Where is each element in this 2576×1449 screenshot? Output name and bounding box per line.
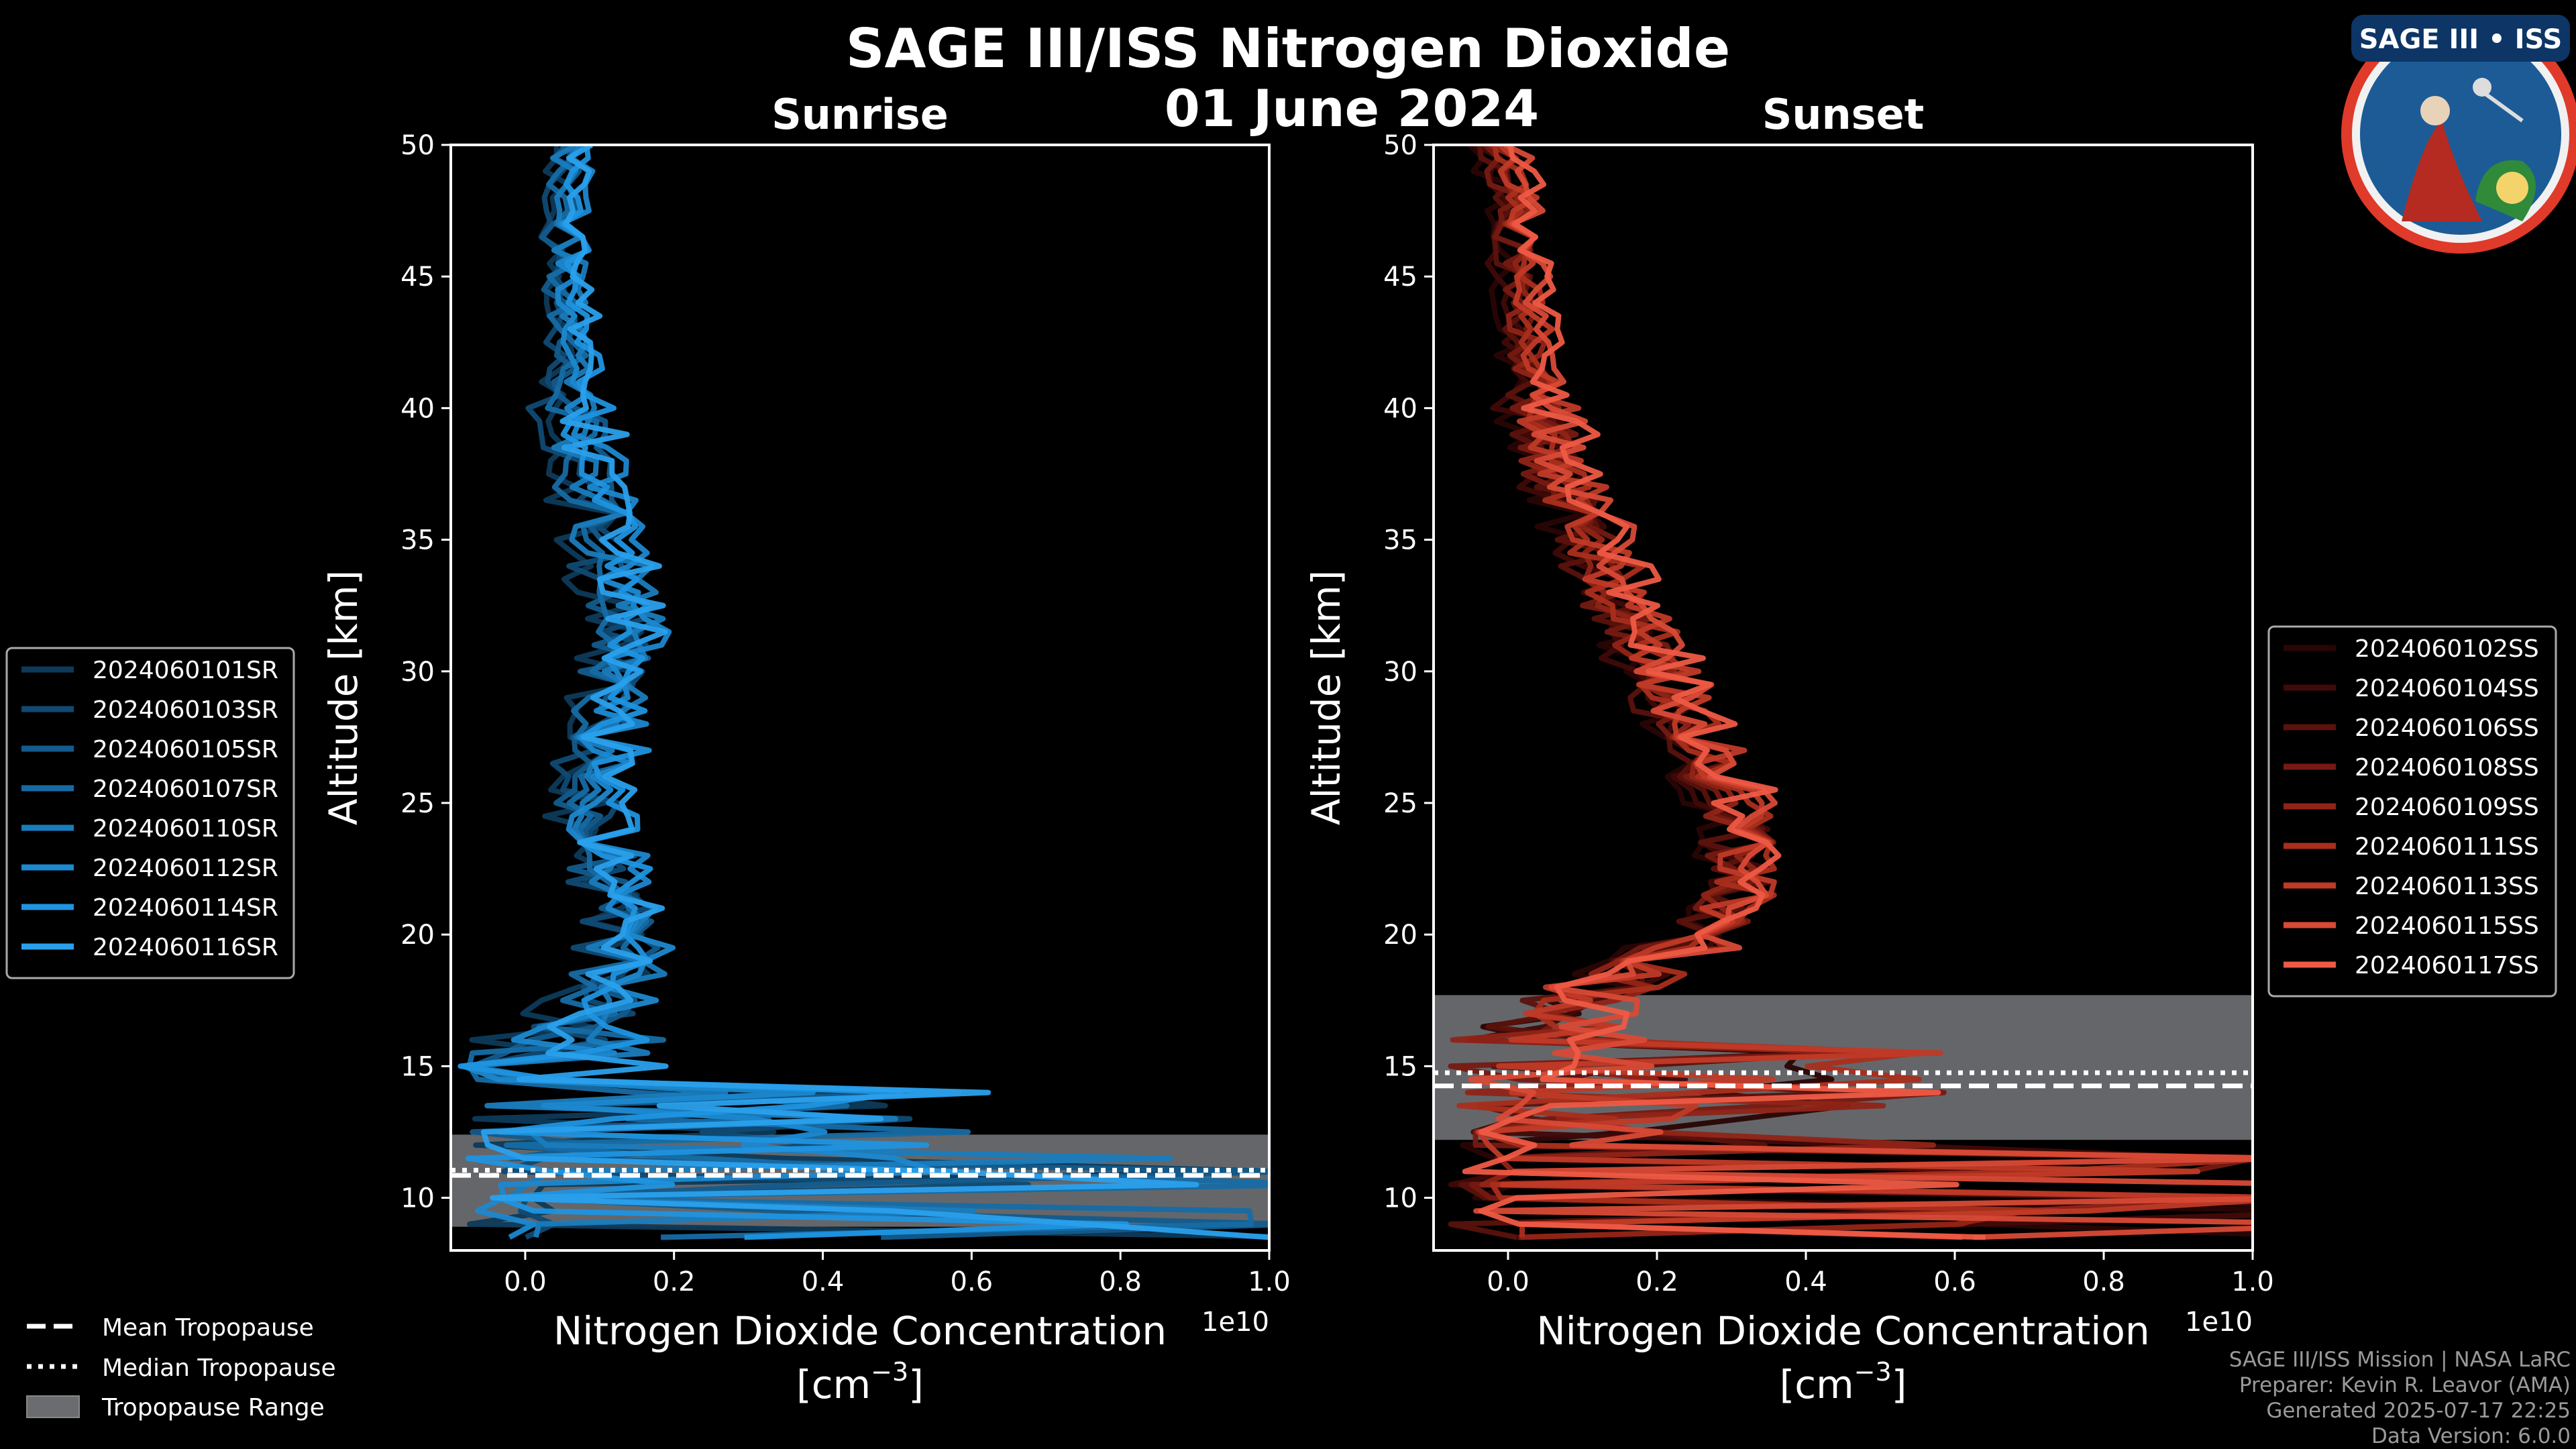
figure-date: 01 June 2024 [1165,78,1539,138]
patch-banner [2351,15,2570,62]
mission-patch-icon: SAGE III • ISS [2341,15,2576,254]
profile-2024060115SS [1468,145,2253,1240]
y-tick-label: 15 [1383,1051,1417,1082]
x-tick-label: 0.2 [1635,1267,1678,1297]
legend-entry: 2024060108SS [2355,754,2539,782]
patch-figure-head [2420,96,2450,125]
legend-entry: 2024060114SR [93,894,278,922]
patch-sun [2496,172,2528,204]
y-tick-label: 25 [400,788,435,819]
plot-frame [449,144,1271,1252]
panel-title: Sunset [1762,90,1925,139]
mean-tropopause-label: Mean Tropopause [102,1314,314,1342]
credit-preparer: Preparer: Kevin R. Leavor (AMA) [2239,1373,2571,1397]
x-axis-unit: [cm−3] [1780,1357,1907,1407]
plot-frame [1432,144,2254,1252]
legend-entry: 2024060103SR [93,696,278,724]
x-axis-unit-close: ] [1892,1362,1907,1407]
legend-entry: 2024060117SS [2355,952,2539,979]
x-tick-label: 0.0 [1487,1267,1529,1297]
y-tick-label: 10 [400,1183,435,1214]
credit-data-version: Data Version: 6.0.0 [2371,1424,2571,1448]
x-tick-label: 1.0 [1248,1267,1291,1297]
y-axis-label: Altitude [km] [1303,570,1349,825]
x-tick-label: 0.4 [802,1267,845,1297]
profile-2024060116SR [480,145,1269,1240]
x-axis-unit-exponent: −3 [871,1357,908,1387]
y-tick-label: 40 [400,393,435,424]
chart-panels: 10 15 20 25 30 35 40 45 50 0.0 0.2 0.4 0.6 0.8 1.0 1e10… [5,90,2557,1407]
x-axis-label: Nitrogen Dioxide Concentration [1536,1308,2149,1354]
credit-generated: Generated 2025-07-17 22:25 [2266,1399,2571,1423]
legend-frame [2267,625,2557,998]
series-legend: 2024060102SS 2024060104SS 2024060106SS 2024… [2267,625,2557,998]
x-tick-label: 0.2 [653,1267,696,1297]
profile-2024060113SS [1476,145,2253,1240]
panel-title: Sunrise [771,90,949,139]
legend-entry: 2024060112SR [93,855,278,882]
y-axis-label: Altitude [km] [321,570,366,825]
series-legend: 2024060101SR 2024060103SR 2024060105SR 2024… [5,647,295,979]
figure-title: SAGE III/ISS Nitrogen Dioxide [846,17,1730,80]
y-tick-label: 30 [400,657,435,688]
y-tick-label: 30 [1383,657,1417,688]
y-tick-label: 35 [400,525,435,556]
legend-entry: 2024060113SS [2355,873,2539,900]
legend-entry: 2024060115SS [2355,912,2539,940]
patch-figure-robe [2402,121,2482,221]
y-tick-label: 45 [1383,262,1417,292]
x-axis-unit-exponent: −3 [1854,1357,1892,1387]
x-multiplier: 1e10 [2185,1307,2253,1338]
legend-entry: 2024060101SR [93,657,278,684]
y-tick-label: 40 [1383,393,1417,424]
legend-entry: 2024060102SS [2355,635,2539,663]
legend-entry: 2024060106SS [2355,714,2539,742]
legend-entry: 2024060110SR [93,815,278,843]
legend-entry: 2024060105SR [93,736,278,763]
chart-panel-sunrise: 10 15 20 25 30 35 40 45 50 0.0 0.2 0.4 0.6 0.8 1.0 1e10… [5,90,1291,1407]
x-tick-label: 0.8 [2082,1267,2125,1297]
patch-moon [2473,78,2491,97]
y-tick-label: 20 [1383,920,1417,951]
x-axis-unit-close: ] [908,1362,924,1407]
profile-2024060117SS [1462,145,1986,1240]
legend-entry: 2024060104SS [2355,675,2539,702]
legend-frame [5,647,295,979]
profile-lines [1448,145,2253,1240]
patch-text: SAGE III • ISS [2359,24,2563,55]
patch-station [2484,92,2524,123]
y-tick-label: 35 [1383,525,1417,556]
legend-entry: 2024060107SR [93,775,278,803]
x-tick-label: 0.0 [504,1267,547,1297]
x-tick-label: 1.0 [2231,1267,2274,1297]
x-tick-label: 0.6 [1933,1267,1976,1297]
x-tick-label: 0.6 [951,1267,994,1297]
tropopause-legend: Mean Tropopause Median Tropopause Tropop… [26,1314,336,1421]
legend-entry: 2024060109SS [2355,794,2539,821]
profile-lines [458,145,1269,1240]
credit-mission: SAGE III/ISS Mission | NASA LaRC [2229,1348,2571,1372]
x-tick-label: 0.8 [1099,1267,1142,1297]
legend-entry: 2024060116SR [93,934,278,961]
legend-entry: 2024060111SS [2355,833,2539,861]
credits: SAGE III/ISS Mission | NASA LaRC Prepare… [2229,1348,2571,1448]
x-axis-unit-base: [cm [796,1362,871,1407]
x-axis-unit: [cm−3] [796,1357,924,1407]
x-multiplier: 1e10 [1201,1307,1269,1338]
y-tick-label: 15 [400,1051,435,1082]
tropopause-range-label: Tropopause Range [101,1394,325,1421]
tropopause-range-swatch [26,1395,80,1418]
median-tropopause-label: Median Tropopause [102,1354,336,1382]
chart-panel-sunset: 10 15 20 25 30 35 40 45 50 0.0 0.2 0.4 0.6 0.8 1.0 1e10… [1303,90,2557,1407]
y-tick-label: 20 [400,920,435,951]
y-tick-label: 45 [400,262,435,292]
x-axis-label: Nitrogen Dioxide Concentration [553,1308,1167,1354]
y-tick-label: 50 [1383,130,1417,161]
x-tick-label: 0.4 [1784,1267,1827,1297]
x-axis-unit-base: [cm [1780,1362,1854,1407]
y-tick-label: 50 [400,130,435,161]
y-tick-label: 10 [1383,1183,1417,1214]
y-tick-label: 25 [1383,788,1417,819]
